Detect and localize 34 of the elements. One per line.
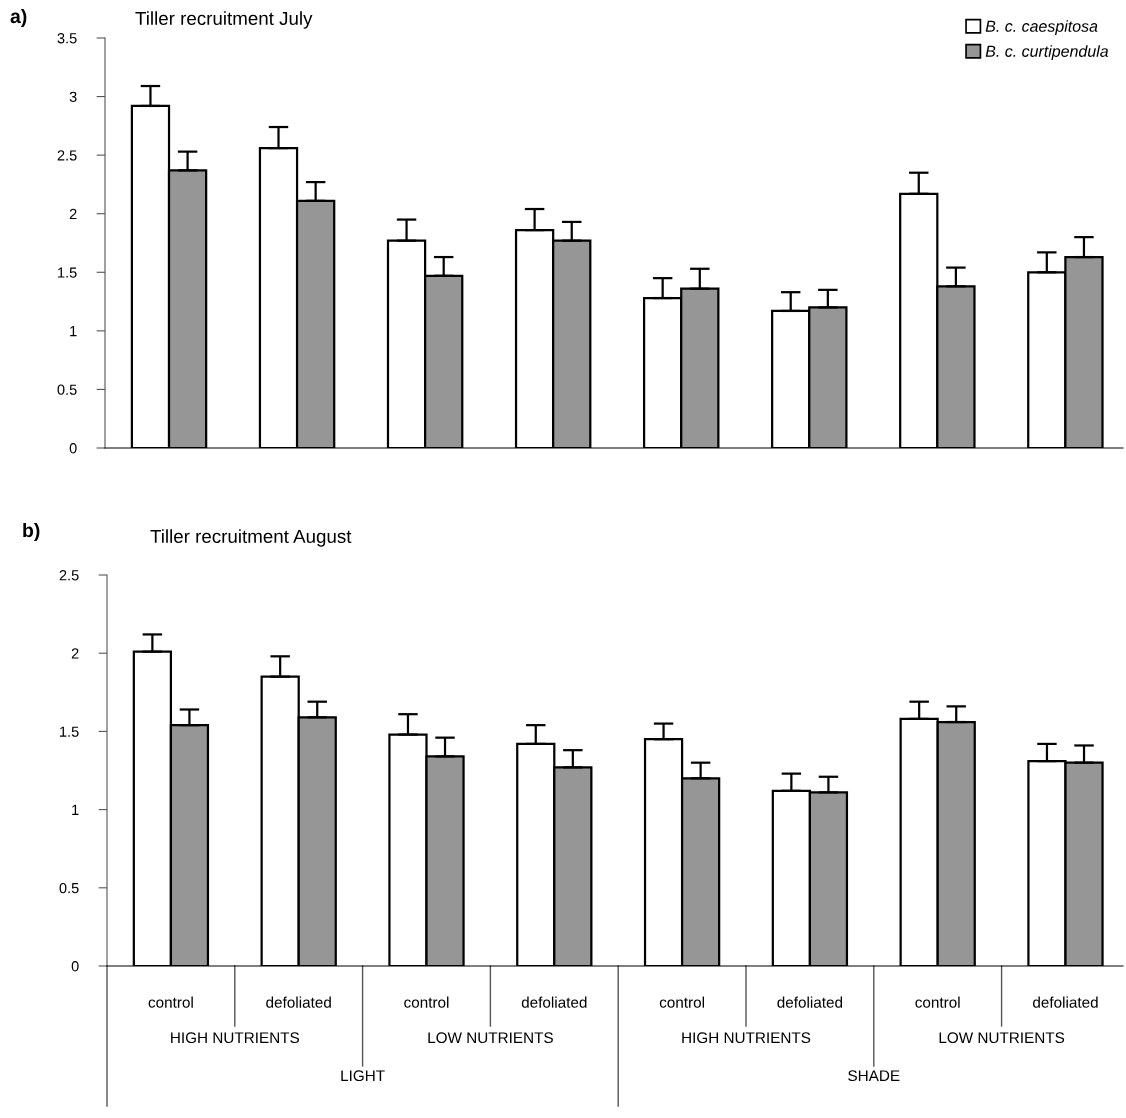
y-tick-label: 0.5 [59, 882, 79, 894]
x-tick-label: defoliated [266, 996, 331, 1008]
x-tick-label: defoliated [1033, 996, 1098, 1008]
y-tick-label: 3 [69, 91, 77, 102]
y-tick-label: 1.5 [60, 726, 79, 737]
y-tick-label: 0 [71, 961, 79, 972]
y-tick-label: 2 [71, 648, 79, 659]
x-tick-label: defoliated [521, 996, 587, 1008]
y-tick-label: 0.5 [57, 384, 77, 395]
chart-title: Tiller recruitment August [150, 529, 352, 547]
text: LOW NUTRIENTS [428, 1032, 553, 1044]
y-tick-label: 0 [69, 443, 77, 454]
text: SHADE [848, 1070, 900, 1082]
y-tick-label: 2.5 [57, 150, 77, 161]
x-tick-label: control [659, 996, 704, 1008]
text: a) [10, 8, 27, 28]
chart-title: Tiller recruitment July [135, 11, 313, 29]
text: b) [23, 522, 40, 542]
legend-label: B. c. caespitosa [985, 20, 1098, 36]
y-tick-label: 1.5 [58, 267, 77, 278]
x-tick-label: control [148, 996, 193, 1008]
y-tick-label: 3.5 [57, 33, 77, 44]
text: HIGH NUTRIENTS [171, 1032, 300, 1044]
y-tick-label: 2 [69, 208, 77, 219]
text: LIGHT [341, 1070, 385, 1082]
legend-label: B. c. curtipendula [985, 45, 1109, 61]
x-tick-label: control [915, 996, 960, 1008]
text: LOW NUTRIENTS [939, 1032, 1065, 1044]
y-tick-label: 1 [70, 326, 77, 337]
x-tick-label: defoliated [777, 996, 843, 1008]
x-tick-label: control [404, 996, 449, 1008]
text: HIGH NUTRIENTS [682, 1032, 811, 1044]
y-tick-label: 1 [72, 804, 79, 815]
y-tick-label: 2.5 [59, 570, 79, 581]
